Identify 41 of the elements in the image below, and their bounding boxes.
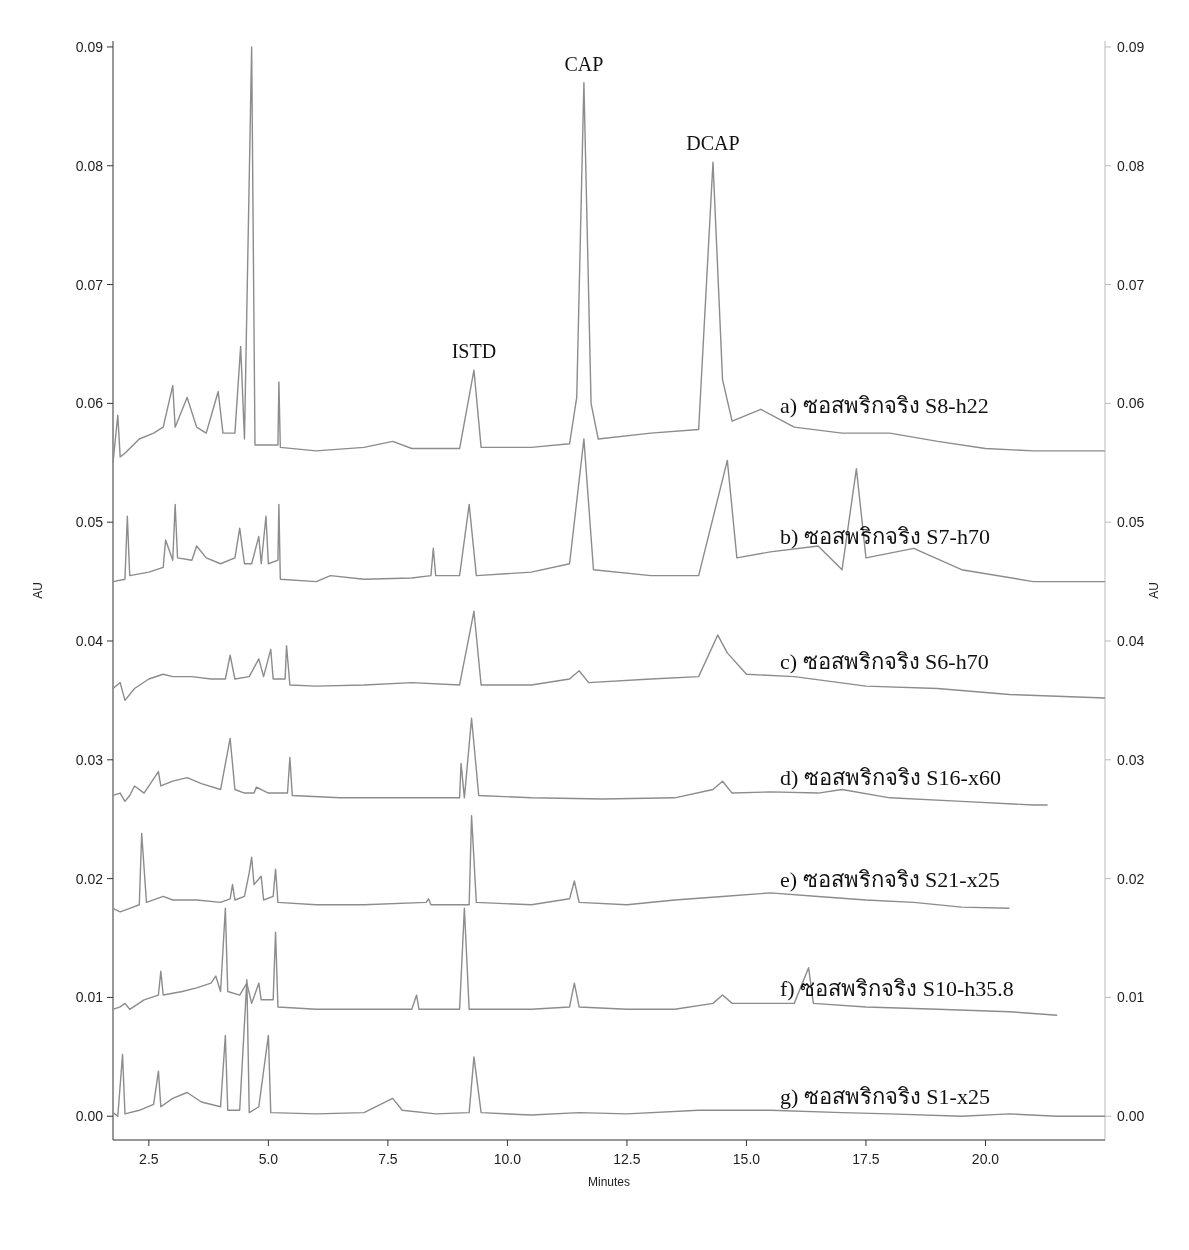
y-tick-label: 0.04: [75, 632, 104, 649]
y2-tick-label: 0.00: [1117, 1108, 1145, 1125]
y-tick-label: 0.03: [75, 751, 104, 768]
y-tick-label: 0.06: [75, 395, 104, 412]
y2-tick-label: 0.09: [1117, 38, 1145, 55]
y2-tick-label: 0.02: [1117, 870, 1145, 887]
y2-tick-label: 0.03: [1117, 751, 1145, 768]
y2-tick-label: 0.05: [1117, 514, 1145, 531]
x-tick-label: 15.0: [732, 1151, 761, 1167]
x-tick-label: 7.5: [378, 1151, 398, 1167]
y2-tick-label: 0.01: [1117, 989, 1145, 1006]
annotation: ISTD: [451, 340, 497, 363]
series-label: a) ซอสพริกจริง S8-h22: [780, 392, 989, 418]
series-label: d) ซอสพริกจริง S16-x60: [780, 765, 1001, 791]
y2-tick-label: 0.06: [1117, 395, 1145, 412]
y2-tick-label: 0.07: [1117, 276, 1145, 293]
y2-axis-title: AU: [1147, 582, 1161, 599]
x-tick-label: 20.0: [971, 1151, 1000, 1167]
x-tick-label: 5.0: [258, 1151, 279, 1167]
y-tick-label: 0.02: [75, 870, 104, 887]
y2-tick-label: 0.04: [1117, 632, 1145, 649]
y-tick-label: 0.07: [75, 276, 104, 293]
series-label: f) ซอสพริกจริง S10-h35.8: [780, 976, 1014, 1002]
annotation: DCAP: [686, 132, 740, 155]
y-tick-label: 0.01: [75, 989, 104, 1006]
y-axis-title: AU: [31, 582, 45, 599]
x-tick-label: 17.5: [852, 1151, 880, 1167]
x-tick-label: 10.0: [493, 1151, 522, 1167]
series-label: g) ซอสพริกจริง S1-x25: [780, 1083, 990, 1109]
x-tick-label: 12.5: [613, 1151, 641, 1167]
annotation: CAP: [564, 52, 604, 75]
x-axis-title: Minutes: [587, 1175, 631, 1189]
y-tick-label: 0.05: [75, 514, 104, 531]
y2-tick-label: 0.08: [1117, 157, 1145, 174]
series-label: c) ซอสพริกจริง S6-h70: [780, 648, 989, 674]
y-tick-label: 0.09: [75, 38, 104, 55]
y-tick-label: 0.08: [75, 157, 104, 174]
y-tick-label: 0.00: [75, 1108, 104, 1125]
series-label: b) ซอสพริกจริง S7-h70: [780, 523, 990, 549]
series-label: e) ซอสพริกจริง S21-x25: [780, 866, 1000, 892]
x-tick-label: 2.5: [139, 1151, 159, 1167]
